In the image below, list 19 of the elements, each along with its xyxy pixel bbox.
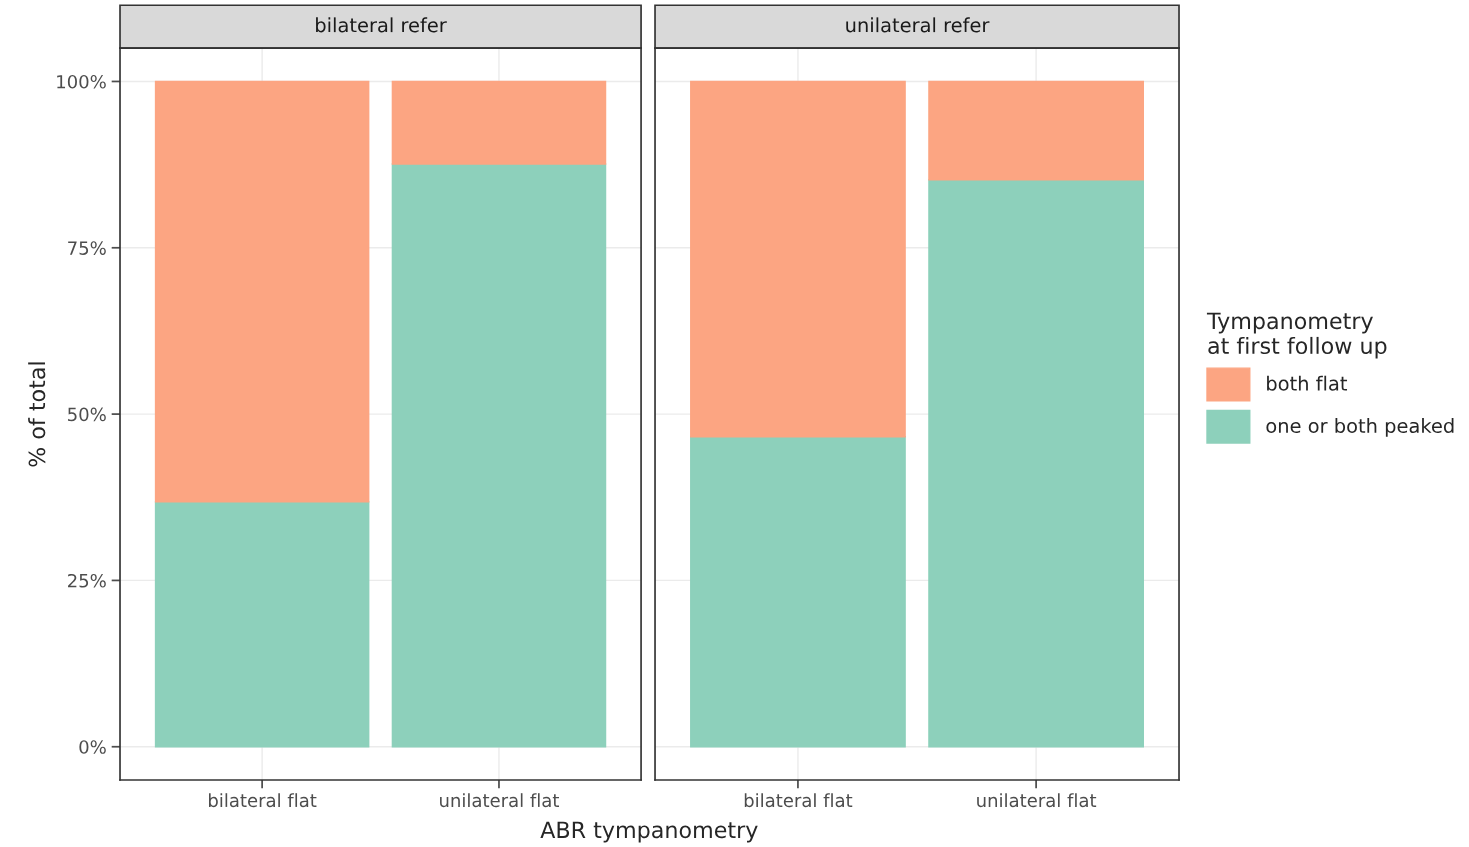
legend-label: one or both peaked (1266, 418, 1454, 437)
x-tick-label: bilateral flat (209, 793, 317, 808)
chart-title: bilateral refer (316, 17, 447, 33)
legend-label: both flat (1267, 375, 1348, 391)
y-tick-label: 50% (68, 407, 106, 422)
y-tick-label: 75% (68, 241, 106, 255)
y-axis-title: % of total (28, 362, 46, 467)
x-axis-title: ABR tympanometry (540, 821, 758, 843)
x-tick-label: unilateral flat (440, 793, 559, 808)
x-tick-label: bilateral flat (744, 793, 853, 808)
y-tick-label: 100% (57, 74, 106, 89)
y-tick-label: 25% (68, 573, 106, 588)
bar (154, 80, 370, 503)
chart-title: unilateral refer (846, 17, 990, 33)
y-tick-label: 0% (79, 740, 106, 754)
x-tick-label: unilateral flat (977, 793, 1097, 808)
bar (154, 501, 370, 748)
bar (391, 80, 607, 165)
legend-title: Tympanometry at first follow up (1206, 312, 1387, 359)
